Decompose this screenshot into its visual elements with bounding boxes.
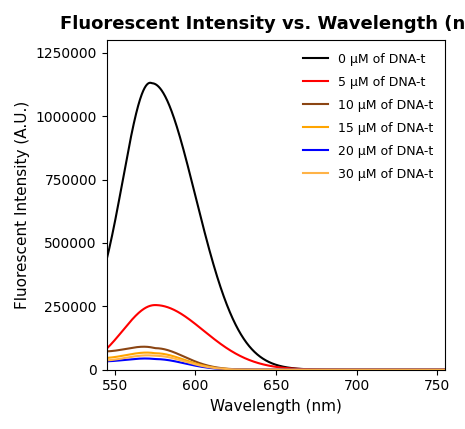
20 μM of DNA-t — [371, 367, 376, 372]
30 μM of DNA-t — [104, 358, 109, 363]
30 μM of DNA-t — [433, 367, 438, 372]
10 μM of DNA-t — [433, 367, 438, 372]
Line: 0 μM of DNA-t: 0 μM of DNA-t — [106, 83, 445, 370]
0 μM of DNA-t — [260, 356, 266, 361]
5 μM of DNA-t — [269, 364, 274, 369]
15 μM of DNA-t — [443, 367, 448, 372]
30 μM of DNA-t — [443, 367, 448, 372]
0 μM of DNA-t — [121, 171, 127, 176]
Legend: 0 μM of DNA-t, 5 μM of DNA-t, 10 μM of DNA-t, 15 μM of DNA-t, 20 μM of DNA-t, 30: 0 μM of DNA-t, 5 μM of DNA-t, 10 μM of D… — [297, 46, 439, 187]
5 μM of DNA-t — [433, 367, 438, 372]
15 μM of DNA-t — [104, 355, 109, 360]
5 μM of DNA-t — [443, 367, 448, 372]
15 μM of DNA-t — [433, 367, 438, 372]
10 μM of DNA-t — [269, 367, 274, 372]
30 μM of DNA-t — [433, 367, 438, 372]
20 μM of DNA-t — [142, 356, 148, 361]
30 μM of DNA-t — [145, 353, 150, 358]
15 μM of DNA-t — [269, 367, 274, 372]
0 μM of DNA-t — [269, 361, 274, 366]
Line: 20 μM of DNA-t: 20 μM of DNA-t — [106, 359, 445, 370]
Line: 15 μM of DNA-t: 15 μM of DNA-t — [106, 353, 445, 370]
20 μM of DNA-t — [433, 367, 438, 372]
5 μM of DNA-t — [104, 346, 109, 351]
Line: 10 μM of DNA-t: 10 μM of DNA-t — [106, 347, 445, 370]
20 μM of DNA-t — [443, 367, 448, 372]
10 μM of DNA-t — [443, 367, 448, 372]
X-axis label: Wavelength (nm): Wavelength (nm) — [210, 399, 342, 414]
5 μM of DNA-t — [371, 367, 376, 372]
Y-axis label: Fluorescent Intensity (A.U.): Fluorescent Intensity (A.U.) — [15, 101, 30, 309]
5 μM of DNA-t — [260, 362, 266, 367]
10 μM of DNA-t — [121, 347, 127, 352]
20 μM of DNA-t — [104, 359, 109, 364]
0 μM of DNA-t — [371, 367, 376, 372]
0 μM of DNA-t — [104, 257, 109, 262]
15 μM of DNA-t — [433, 367, 438, 372]
10 μM of DNA-t — [371, 367, 376, 372]
15 μM of DNA-t — [144, 350, 149, 355]
5 μM of DNA-t — [121, 326, 127, 332]
0 μM of DNA-t — [433, 367, 438, 372]
15 μM of DNA-t — [371, 367, 376, 372]
Line: 5 μM of DNA-t: 5 μM of DNA-t — [106, 305, 445, 370]
Line: 30 μM of DNA-t: 30 μM of DNA-t — [106, 355, 445, 370]
30 μM of DNA-t — [269, 367, 274, 372]
10 μM of DNA-t — [104, 349, 109, 354]
Title: Fluorescent Intensity vs. Wavelength (nm): Fluorescent Intensity vs. Wavelength (nm… — [60, 15, 465, 33]
0 μM of DNA-t — [443, 367, 448, 372]
30 μM of DNA-t — [121, 356, 127, 361]
0 μM of DNA-t — [433, 367, 438, 372]
15 μM of DNA-t — [121, 353, 127, 358]
20 μM of DNA-t — [121, 357, 127, 363]
30 μM of DNA-t — [371, 367, 376, 372]
10 μM of DNA-t — [260, 367, 266, 372]
20 μM of DNA-t — [260, 367, 266, 372]
30 μM of DNA-t — [260, 367, 266, 372]
15 μM of DNA-t — [260, 367, 266, 372]
5 μM of DNA-t — [153, 302, 158, 308]
0 μM of DNA-t — [147, 80, 153, 85]
10 μM of DNA-t — [141, 344, 146, 349]
5 μM of DNA-t — [433, 367, 438, 372]
10 μM of DNA-t — [433, 367, 438, 372]
20 μM of DNA-t — [269, 367, 274, 372]
20 μM of DNA-t — [433, 367, 438, 372]
